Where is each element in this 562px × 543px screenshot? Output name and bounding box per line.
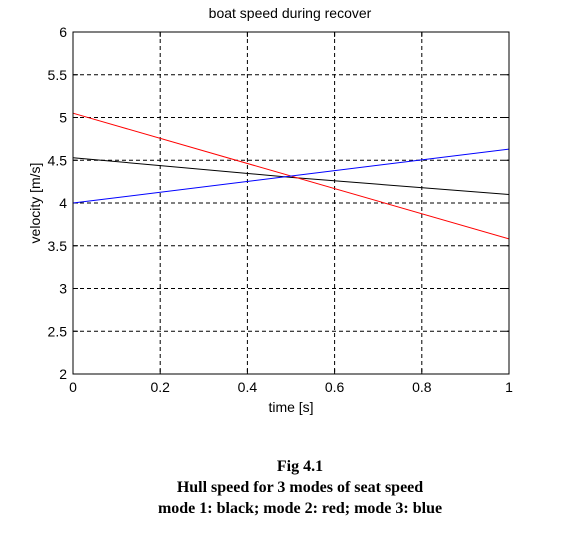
caption-figure-number: Fig 4.1 bbox=[276, 458, 324, 475]
x-tick-label: 0 bbox=[69, 379, 77, 395]
series-group bbox=[72, 112, 510, 240]
series-mode-3-line bbox=[72, 148, 510, 204]
y-tick-label: 6 bbox=[59, 24, 67, 40]
x-tick-label: 0.6 bbox=[325, 379, 345, 395]
y-axis-label: velocity [m/s] bbox=[27, 163, 43, 244]
y-tick-label: 5.5 bbox=[48, 67, 68, 83]
y-tick-label: 2.5 bbox=[48, 323, 68, 339]
y-tick-labels: 2 2.5 3 3.5 4 4.5 5 5.5 6 bbox=[48, 24, 68, 382]
y-tick-label: 3 bbox=[59, 281, 67, 297]
y-tick-label: 3.5 bbox=[48, 238, 68, 254]
x-tick-label: 0.8 bbox=[412, 379, 432, 395]
figure-caption: Fig 4.1 Hull speed for 3 modes of seat s… bbox=[0, 456, 562, 519]
x-tick-label: 0.2 bbox=[150, 379, 170, 395]
y-tick-label: 4.5 bbox=[48, 152, 68, 168]
x-tick-labels: 0 0.2 0.4 0.6 0.8 1 bbox=[69, 379, 513, 395]
x-tick-label: 1 bbox=[505, 379, 513, 395]
y-tick-label: 4 bbox=[59, 195, 67, 211]
axes-frame bbox=[72, 31, 510, 375]
y-tick-label: 2 bbox=[59, 366, 67, 382]
caption-legend-text: mode 1: black; mode 2: red; mode 3: blue bbox=[157, 500, 443, 517]
x-tick-label: 0.4 bbox=[238, 379, 258, 395]
x-axis-label: time [s] bbox=[268, 399, 313, 415]
grid bbox=[73, 32, 509, 374]
series-mode-1-line bbox=[72, 157, 510, 195]
caption-description: Hull speed for 3 modes of seat speed bbox=[176, 479, 424, 496]
y-tick-label: 5 bbox=[59, 110, 67, 126]
chart-title: boat speed during recover bbox=[209, 5, 372, 21]
